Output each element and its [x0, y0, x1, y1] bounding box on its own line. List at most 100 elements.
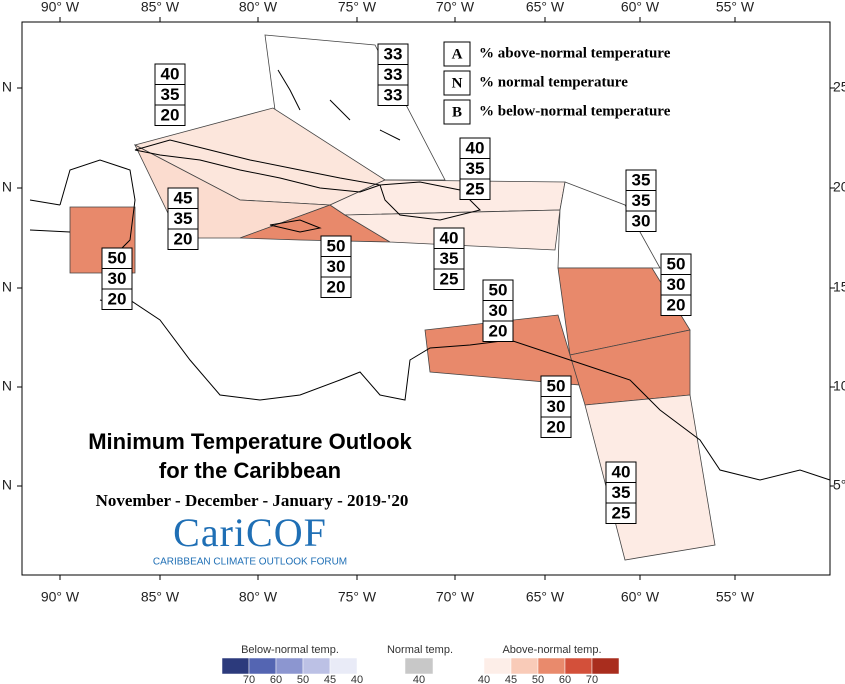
legend-value: 70	[243, 674, 255, 684]
legend-swatch	[302, 657, 331, 675]
coastlines	[29, 69, 831, 481]
legend-swatch	[564, 657, 593, 675]
legend-swatch	[591, 657, 620, 675]
prob-cell	[101, 288, 133, 310]
key-letter: B	[452, 104, 462, 120]
prob-value: 25	[612, 503, 631, 522]
lon-label: 85° W	[141, 0, 180, 15]
legend-swatch	[537, 657, 566, 675]
legend-value: 50	[532, 674, 544, 684]
prob-cell	[167, 228, 199, 250]
prob-value: 40	[466, 138, 485, 157]
legend-value: 40	[478, 674, 490, 684]
prob-value: 35	[632, 191, 651, 210]
title: Minimum Temperature Outlook	[88, 429, 412, 454]
legend-title: Normal temp.	[387, 644, 453, 656]
logo-subtitle: CARIBBEAN CLIMATE OUTLOOK FORUM	[153, 557, 347, 568]
legend-value: 40	[351, 674, 363, 684]
lon-label: 65° W	[526, 589, 565, 605]
prob-value: 35	[174, 209, 193, 228]
lon-label: 80° W	[239, 589, 278, 605]
prob-value: 20	[108, 289, 127, 308]
prob-value: 35	[466, 159, 485, 178]
prob-value: 30	[547, 397, 566, 416]
key: A % above-normal temperature N % normal tem…	[443, 41, 671, 125]
lon-label: 60° W	[621, 589, 660, 605]
prob-cell	[433, 268, 465, 290]
legend-value: 50	[297, 674, 309, 684]
prob-value: 25	[440, 269, 459, 288]
lon-label: 60° W	[621, 0, 660, 15]
lat-label: 25°	[833, 79, 845, 95]
legend-swatch	[329, 657, 358, 675]
lat-label: 10°	[833, 378, 845, 394]
legend-swatch	[483, 657, 512, 675]
legend-title: Above-normal temp.	[502, 644, 601, 656]
legend-swatch	[221, 657, 250, 675]
lon-label: 90° W	[41, 0, 80, 15]
key-box	[443, 70, 471, 96]
lat-label: 20°	[833, 179, 845, 195]
prob-value: 20	[667, 295, 686, 314]
lon-label: 85° W	[141, 589, 180, 605]
prob-value: 35	[161, 85, 180, 104]
legend-value: 70	[586, 674, 598, 684]
prob-value: 33	[384, 65, 403, 84]
lon-label: 90° W	[41, 589, 80, 605]
key-text: % normal temperature	[479, 74, 628, 90]
prob-value: 20	[327, 277, 346, 296]
prob-cell	[625, 210, 657, 232]
lat-label: N	[2, 477, 12, 493]
prob-cell	[154, 104, 186, 126]
prob-value: 33	[384, 85, 403, 104]
lat-label: N	[2, 378, 12, 394]
lon-label: 70° W	[436, 589, 475, 605]
legend-value: 45	[505, 674, 517, 684]
prob-cell	[482, 320, 514, 342]
prob-value: 25	[466, 179, 485, 198]
lat-label: N	[2, 279, 12, 295]
prob-cell	[459, 178, 491, 200]
prob-value: 30	[108, 269, 127, 288]
legend-value: 45	[324, 674, 336, 684]
prob-value: 50	[108, 248, 127, 267]
prob-cell	[660, 294, 692, 316]
prob-value: 30	[327, 257, 346, 276]
prob-cell	[540, 416, 572, 438]
prob-value: 45	[174, 188, 193, 207]
prob-value: 20	[174, 229, 193, 248]
legend-swatch	[404, 657, 434, 675]
lat-label: N	[2, 179, 12, 195]
prob-value: 35	[440, 249, 459, 268]
legend: Below-normal temp. 70 60 50 45 40 Normal temp.…	[221, 644, 620, 684]
prob-value: 40	[612, 462, 631, 481]
lon-label: 70° W	[436, 0, 475, 15]
prob-value: 50	[667, 254, 686, 273]
lat-label: 15°	[833, 279, 845, 295]
key-box	[443, 41, 471, 67]
key-letter: N	[452, 75, 463, 91]
logo: CariCOF	[173, 510, 327, 555]
prob-value: 50	[489, 280, 508, 299]
legend-value: 60	[559, 674, 571, 684]
title: for the Caribbean	[159, 458, 341, 483]
prob-value: 20	[161, 105, 180, 124]
prob-value: 50	[327, 236, 346, 255]
legend-swatch	[510, 657, 539, 675]
prob-value: 50	[547, 376, 566, 395]
prob-value: 35	[612, 483, 631, 502]
prob-value: 40	[440, 228, 459, 247]
legend-swatch	[248, 657, 277, 675]
axes: 90° W 90° W 85° W 85° W 80° W 80° W 75° W 75° W…	[2, 0, 845, 605]
lon-label: 80° W	[239, 0, 278, 15]
prob-value: 20	[489, 321, 508, 340]
lon-label: 75° W	[338, 0, 377, 15]
key-letter: A	[452, 46, 463, 62]
prob-cell	[320, 276, 352, 298]
key-text: % below-normal temperature	[479, 103, 671, 119]
lat-label: N	[2, 79, 12, 95]
period: November - December - January - 2019-'20	[96, 491, 409, 510]
legend-value: 60	[270, 674, 282, 684]
legend-value: 40	[413, 674, 425, 684]
legend-swatch	[275, 657, 304, 675]
